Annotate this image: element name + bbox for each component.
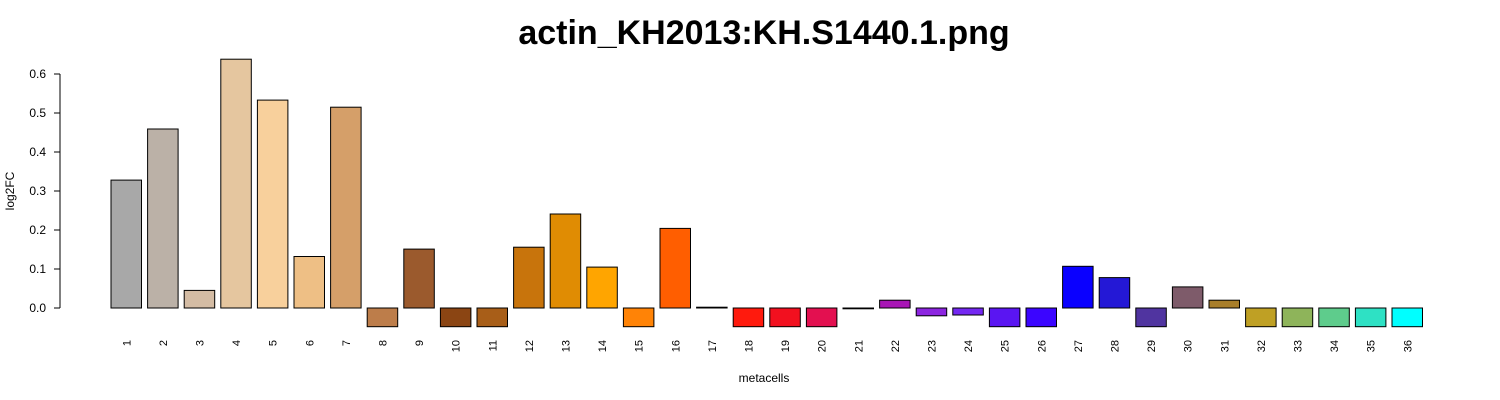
bar-23 [915, 307, 948, 317]
y-axis: 0.0 0.1 0.2 0.3 0.4 0.5 0.6 [29, 67, 61, 315]
bar-31 [1208, 299, 1240, 309]
bar-20 [805, 307, 838, 328]
bar-6 [293, 256, 325, 309]
bar-3 [183, 289, 216, 309]
x-tick-label: 2 [158, 340, 170, 346]
bar-14 [586, 266, 618, 309]
x-tick-label: 18 [744, 340, 756, 352]
x-tick-label: 34 [1329, 340, 1341, 352]
x-tick-label: 11 [487, 340, 499, 351]
bar-2 [147, 128, 179, 309]
bar-17 [696, 306, 728, 309]
bar-8 [366, 307, 399, 328]
x-tick-label: 24 [963, 340, 975, 352]
x-tick-label: 30 [1183, 340, 1195, 352]
bar-12 [513, 246, 545, 309]
x-tick-label: 28 [1110, 340, 1122, 352]
bar-24 [952, 307, 984, 316]
x-tick-label: 14 [597, 340, 609, 352]
y-tick-label: 0.6 [29, 67, 46, 81]
x-tick-label: 31 [1219, 340, 1231, 352]
x-tick-label: 3 [194, 340, 206, 346]
bar-18 [732, 307, 765, 328]
category-labels: 1 2 3 4 5 6 7 8 9 10 11 12 13 14 15 16 17 18 19 20 21 22 23 24 2… [121, 340, 1414, 352]
chart-title: actin_KH2013:KH.S1440.1.png [518, 14, 1009, 52]
x-tick-label: 23 [927, 340, 939, 352]
x-tick-label: 17 [707, 340, 719, 352]
x-tick-label: 9 [414, 340, 426, 346]
y-tick-label: 0.4 [29, 145, 46, 159]
x-tick-label: 32 [1256, 340, 1268, 352]
x-tick-label: 26 [1036, 340, 1048, 352]
bar-36 [1391, 307, 1423, 328]
bar-19 [769, 307, 801, 328]
x-tick-label: 7 [341, 340, 353, 346]
bar-29 [1135, 307, 1167, 328]
x-tick-label: 22 [890, 340, 902, 352]
bar-11 [476, 307, 508, 328]
y-tick-label: 0.3 [29, 184, 46, 198]
bar-21 [842, 307, 874, 310]
x-tick-label: 10 [451, 340, 463, 352]
x-tick-label: 12 [524, 340, 536, 352]
x-tick-label: 16 [670, 340, 682, 352]
x-tick-label: 15 [634, 340, 646, 352]
y-tick-label: 0.1 [29, 262, 46, 276]
bars-group [110, 58, 1423, 328]
bar-32 [1245, 307, 1277, 328]
bar-15 [622, 307, 655, 328]
x-tick-label: 8 [377, 340, 389, 346]
bar-27 [1062, 265, 1094, 309]
bar-28 [1098, 277, 1131, 309]
bar-35 [1354, 307, 1387, 328]
x-tick-label: 19 [780, 340, 792, 352]
y-axis-label: log2FC [3, 171, 17, 210]
x-tick-label: 35 [1366, 340, 1378, 352]
bar-9 [403, 248, 435, 309]
bar-4 [220, 58, 252, 309]
x-tick-label: 29 [1146, 340, 1158, 352]
x-tick-label: 33 [1293, 340, 1305, 352]
y-tick-label: 0.5 [29, 106, 46, 120]
x-tick-label: 36 [1402, 340, 1414, 352]
x-tick-label: 21 [853, 340, 865, 352]
bar-25 [988, 307, 1021, 328]
x-tick-label: 25 [1000, 340, 1012, 352]
x-tick-label: 5 [268, 340, 280, 346]
bar-10 [439, 307, 472, 328]
bar-16 [659, 227, 691, 309]
x-tick-label: 4 [231, 340, 243, 346]
bar-13 [549, 213, 582, 309]
bar-26 [1025, 307, 1057, 328]
bar-33 [1281, 307, 1314, 328]
bar-7 [330, 106, 362, 309]
bar-30 [1171, 286, 1204, 309]
y-tick-label: 0.2 [29, 223, 46, 237]
x-tick-label: 13 [561, 340, 573, 352]
bar-1 [110, 179, 142, 309]
bar-5 [256, 99, 289, 309]
x-tick-label: 1 [121, 340, 133, 346]
x-tick-label: 27 [1073, 340, 1085, 352]
bar-34 [1318, 307, 1350, 328]
x-axis-label: metacells [739, 371, 790, 385]
y-tick-label: 0.0 [29, 301, 46, 315]
x-tick-label: 20 [817, 340, 829, 352]
x-tick-label: 6 [304, 340, 316, 346]
bar-22 [879, 299, 911, 309]
